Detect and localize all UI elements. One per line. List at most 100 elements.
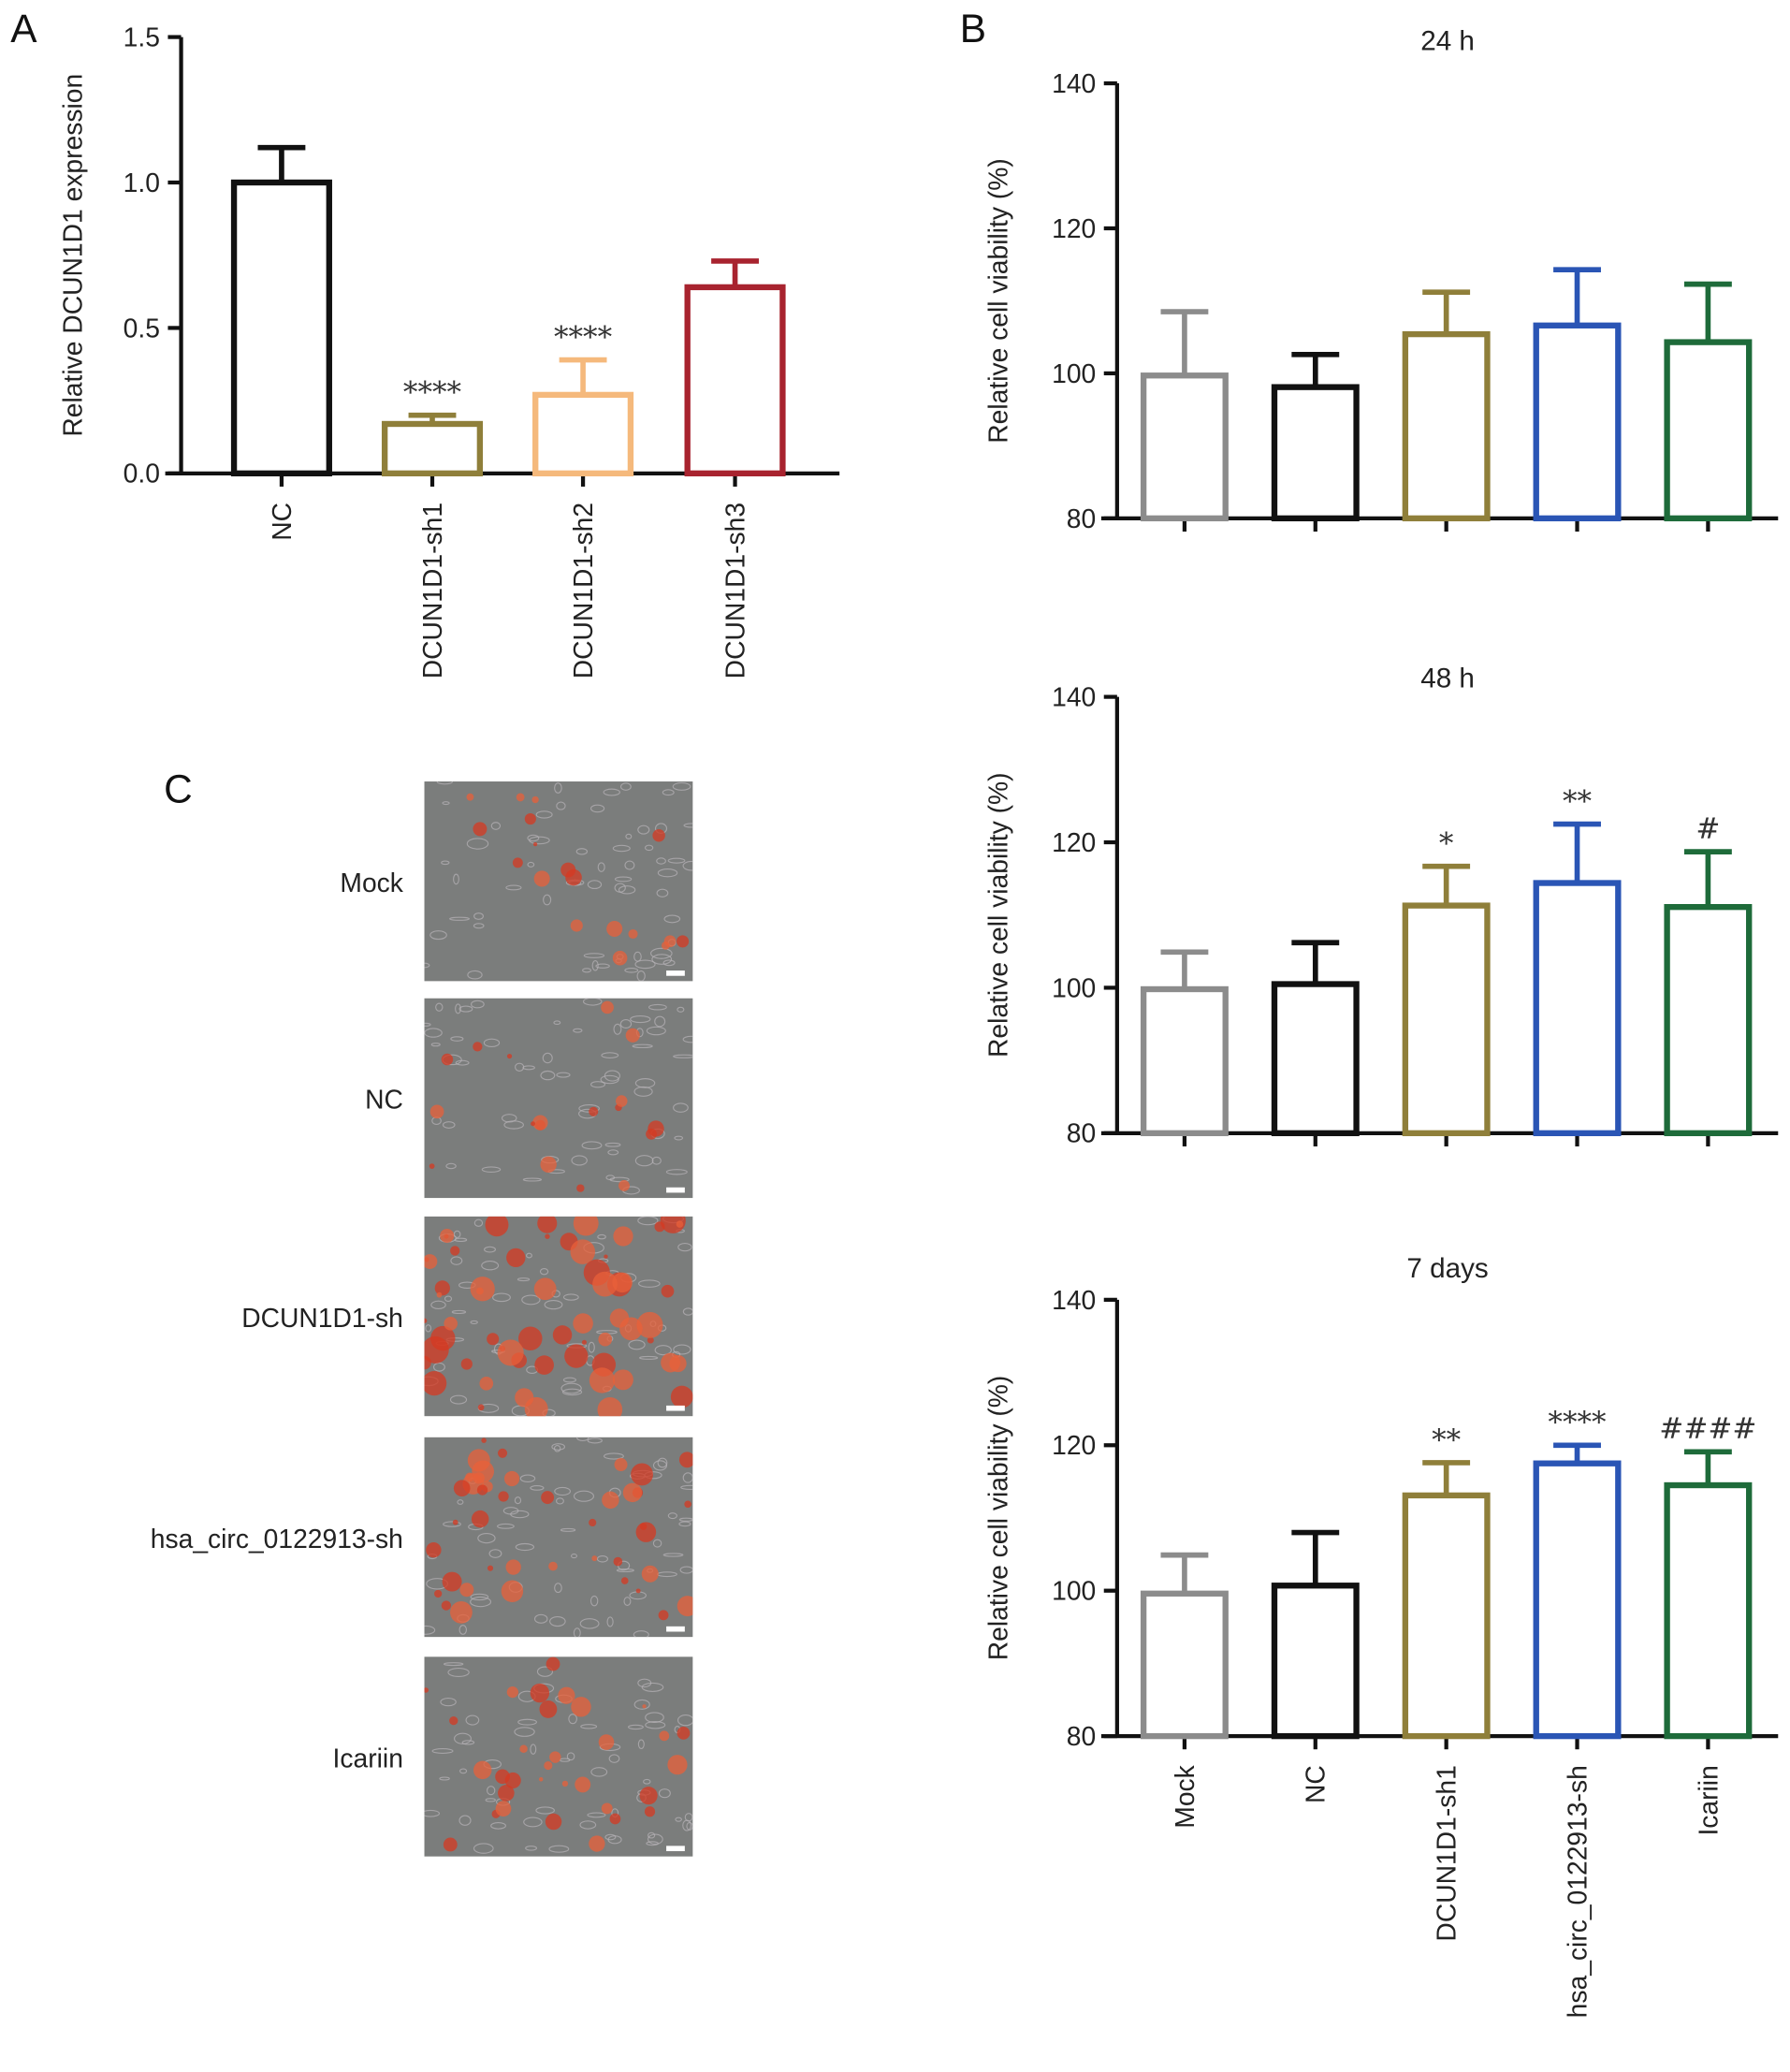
stained-nodule [476, 1484, 488, 1496]
cell [527, 834, 540, 842]
cell [470, 1320, 478, 1324]
cell [654, 1345, 672, 1356]
micrograph-label: DCUN1D1-sh [241, 1303, 403, 1333]
cell [551, 1443, 566, 1451]
cell [630, 1014, 651, 1024]
cell [648, 1003, 667, 1011]
cell [618, 885, 636, 895]
cell [549, 1615, 566, 1627]
stained-nodule [642, 1704, 647, 1709]
stained-nodule [589, 1835, 605, 1852]
cell [514, 1496, 522, 1505]
stained-nodule [449, 1716, 458, 1726]
cell [597, 862, 605, 872]
cell [650, 947, 673, 959]
cell [634, 959, 656, 970]
cell [580, 1724, 598, 1729]
cell [458, 1768, 468, 1774]
cell [607, 1149, 619, 1156]
cell [562, 1377, 576, 1383]
stained-nodule [426, 1542, 442, 1558]
stained-nodule [561, 1780, 569, 1787]
stained-nodule [487, 1333, 500, 1346]
stained-nodule [659, 1730, 670, 1742]
cell [604, 1142, 621, 1147]
cell [673, 1102, 689, 1113]
y-tick-label: 80 [1067, 503, 1096, 533]
cell [477, 1532, 496, 1544]
bar-dcun1d1-sh1 [1402, 330, 1491, 522]
cell [471, 1000, 485, 1009]
cell [443, 1662, 464, 1667]
cell [533, 1613, 548, 1624]
stained-nodule [622, 1482, 643, 1503]
cell [425, 1324, 432, 1333]
bar-nc [230, 179, 332, 477]
stained-nodule [473, 1760, 492, 1780]
stained-nodule [424, 1254, 438, 1269]
cell [439, 1776, 450, 1781]
cell [627, 1724, 644, 1730]
cell [486, 1786, 496, 1796]
cell [652, 1460, 668, 1471]
stained-nodule [512, 857, 523, 868]
stained-nodule [598, 1734, 615, 1750]
cell [657, 1457, 668, 1468]
cell [654, 1015, 666, 1028]
stained-nodule [581, 1339, 587, 1345]
cell [442, 801, 450, 806]
cell [473, 912, 484, 920]
stained-nodule [635, 1522, 657, 1542]
stained-nodule [518, 1326, 543, 1350]
cell [443, 1521, 461, 1527]
cell [583, 953, 605, 958]
micrograph-background [424, 781, 693, 982]
stained-nodule [549, 1751, 561, 1763]
stained-nodule [436, 1291, 443, 1298]
cell [637, 824, 650, 835]
cell [523, 1817, 543, 1828]
stained-nodule [677, 1726, 691, 1740]
stained-nodule [477, 1404, 485, 1411]
cell [444, 1295, 453, 1303]
cell [483, 1038, 501, 1047]
stained-nodule [539, 1777, 544, 1782]
cell [636, 970, 646, 982]
cell [450, 1256, 463, 1265]
cell [455, 1003, 461, 1014]
y-tick-label: 100 [1052, 972, 1096, 1002]
y-tick-label: 120 [1052, 1430, 1096, 1460]
scale-bar [666, 1187, 685, 1193]
stained-nodule [576, 1184, 585, 1192]
cell [608, 1754, 620, 1763]
cell [581, 1141, 603, 1150]
stained-nodule [652, 829, 665, 842]
stained-nodule [424, 1355, 431, 1370]
stained-nodule [533, 870, 550, 887]
cell [553, 1020, 561, 1026]
stained-nodule [466, 793, 474, 801]
stained-nodule [460, 1358, 473, 1370]
cell [652, 1539, 662, 1548]
cell [543, 894, 552, 906]
cell [645, 1712, 664, 1723]
stained-nodule [571, 1697, 591, 1717]
cell [453, 873, 459, 885]
cell [497, 1523, 515, 1529]
cell [589, 804, 605, 813]
cell [521, 1294, 541, 1306]
y-tick-label: 120 [1052, 213, 1096, 243]
cell [662, 959, 676, 967]
cell [562, 1293, 579, 1301]
stained-nodule [661, 1352, 681, 1373]
x-tick-label: DCUN1D1-sh3 [720, 503, 749, 679]
stained-nodule [539, 1700, 558, 1718]
cell [571, 1155, 588, 1166]
cell [450, 1036, 464, 1042]
cell [445, 1162, 457, 1170]
micrograph-mock: Mock [340, 781, 693, 982]
significance-label: # [1695, 812, 1720, 846]
cell [502, 1507, 519, 1515]
cell [568, 1714, 577, 1725]
y-tick-label: 100 [1052, 1576, 1096, 1606]
